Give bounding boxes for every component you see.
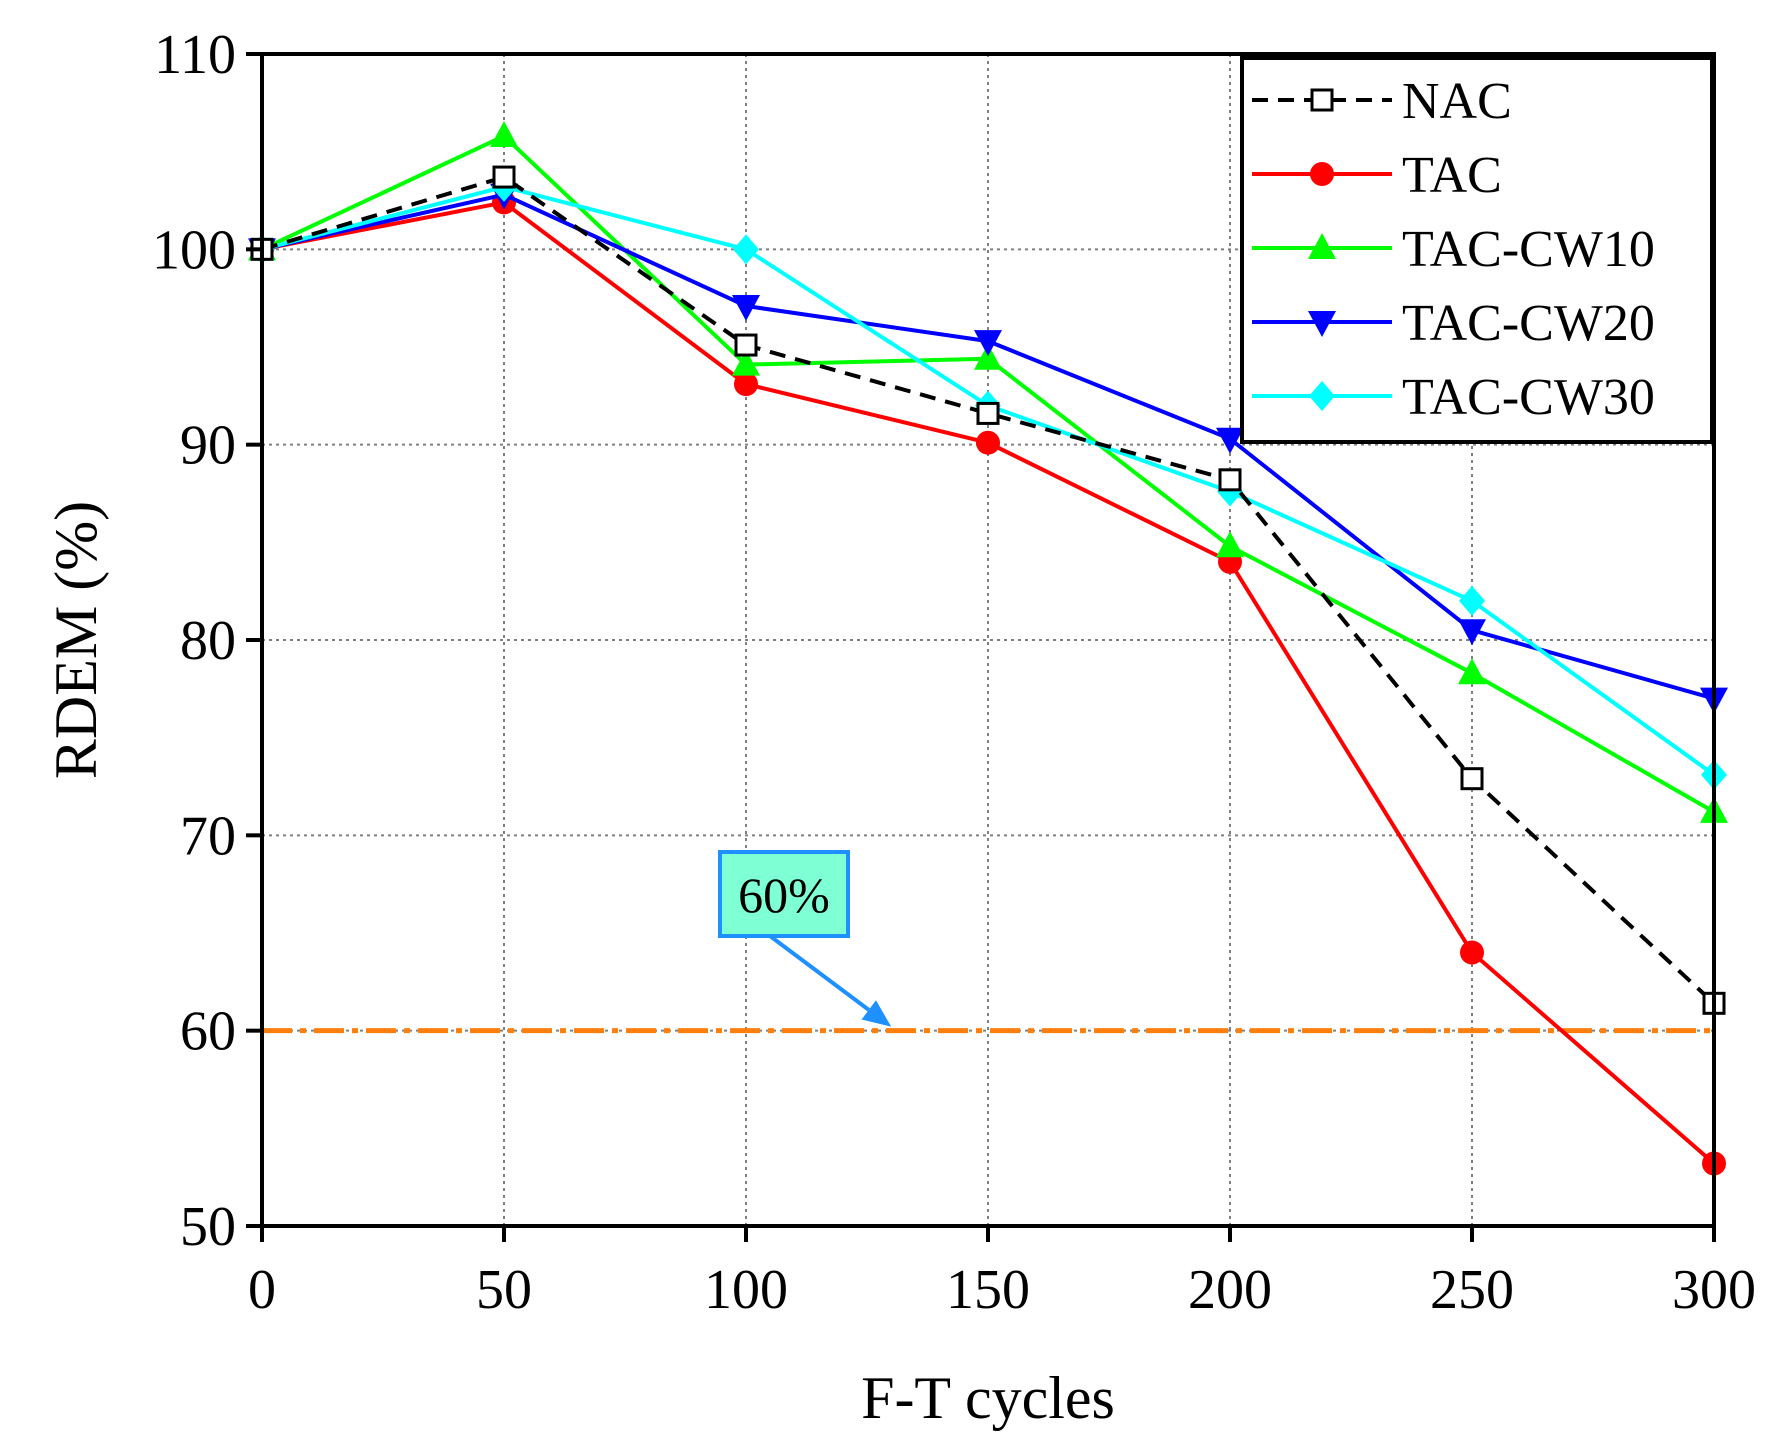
legend-label: TAC-CW30 (1402, 369, 1655, 426)
x-tick-label: 0 (248, 1259, 276, 1321)
legend-item-tac-cw20: TAC-CW20 (1252, 295, 1655, 352)
legend-label: NAC (1402, 73, 1512, 130)
marker-triangle-down (1458, 619, 1486, 646)
annotation-arrow (768, 934, 870, 1012)
marker-circle (1310, 162, 1334, 186)
legend-box (1240, 56, 1714, 444)
marker-triangle-up (1458, 658, 1486, 685)
y-tick-label: 80 (180, 610, 236, 672)
y-tick-label: 70 (180, 805, 236, 867)
legend-item-tac-cw30: TAC-CW30 (1252, 369, 1655, 426)
y-tick-label: 100 (152, 219, 236, 281)
marker-diamond (1459, 585, 1485, 616)
annotation-arrowhead (861, 1000, 892, 1027)
legend-item-nac: NAC (1252, 73, 1512, 130)
annotation: 60% (718, 850, 892, 1027)
marker-triangle-down (1216, 427, 1244, 454)
marker-triangle-up (1216, 531, 1244, 558)
y-tick-label: 60 (180, 1001, 236, 1063)
marker-triangle-down (1308, 311, 1336, 337)
marker-square (1310, 88, 1334, 112)
marker-circle (1460, 940, 1484, 965)
marker-diamond (733, 234, 759, 265)
x-axis-title: F-T cycles (861, 1365, 1115, 1431)
legend-item-tac-cw10: TAC-CW10 (1252, 221, 1655, 278)
legend: NAC TAC TAC-CW10 TAC-CW20 TAC-CW30 (1240, 56, 1714, 444)
marker-square (492, 165, 516, 189)
legend-label: TAC-CW10 (1402, 221, 1655, 278)
x-tick-label: 200 (1188, 1259, 1272, 1321)
marker-circle (976, 430, 1000, 455)
y-tick-label: 110 (154, 24, 236, 86)
legend-label: TAC-CW20 (1402, 295, 1655, 352)
y-tick-label: 50 (180, 1196, 236, 1258)
y-axis-title: RDEM (%) (43, 501, 109, 779)
marker-diamond (1309, 381, 1335, 411)
x-tick-label: 250 (1430, 1259, 1514, 1321)
annotation-text: 60% (738, 867, 830, 923)
legend-label: TAC (1402, 147, 1502, 204)
y-tick-label: 90 (180, 415, 236, 477)
marker-square (976, 401, 1000, 425)
x-tick-label: 300 (1672, 1259, 1756, 1321)
marker-triangle-down (732, 294, 760, 321)
x-tick-label: 50 (476, 1259, 532, 1321)
annotation-box (718, 850, 850, 938)
marker-square (1460, 767, 1484, 791)
x-tick-label: 100 (704, 1259, 788, 1321)
marker-triangle-up (490, 121, 518, 148)
marker-triangle-up (732, 349, 760, 376)
marker-circle (734, 372, 758, 397)
marker-square (1218, 468, 1242, 492)
marker-triangle-up (1308, 233, 1336, 259)
legend-item-tac: TAC (1252, 147, 1502, 204)
x-tick-label: 150 (946, 1259, 1030, 1321)
marker-triangle-up (974, 343, 1002, 370)
marker-square (734, 333, 758, 357)
marker-triangle-down (974, 330, 1002, 357)
